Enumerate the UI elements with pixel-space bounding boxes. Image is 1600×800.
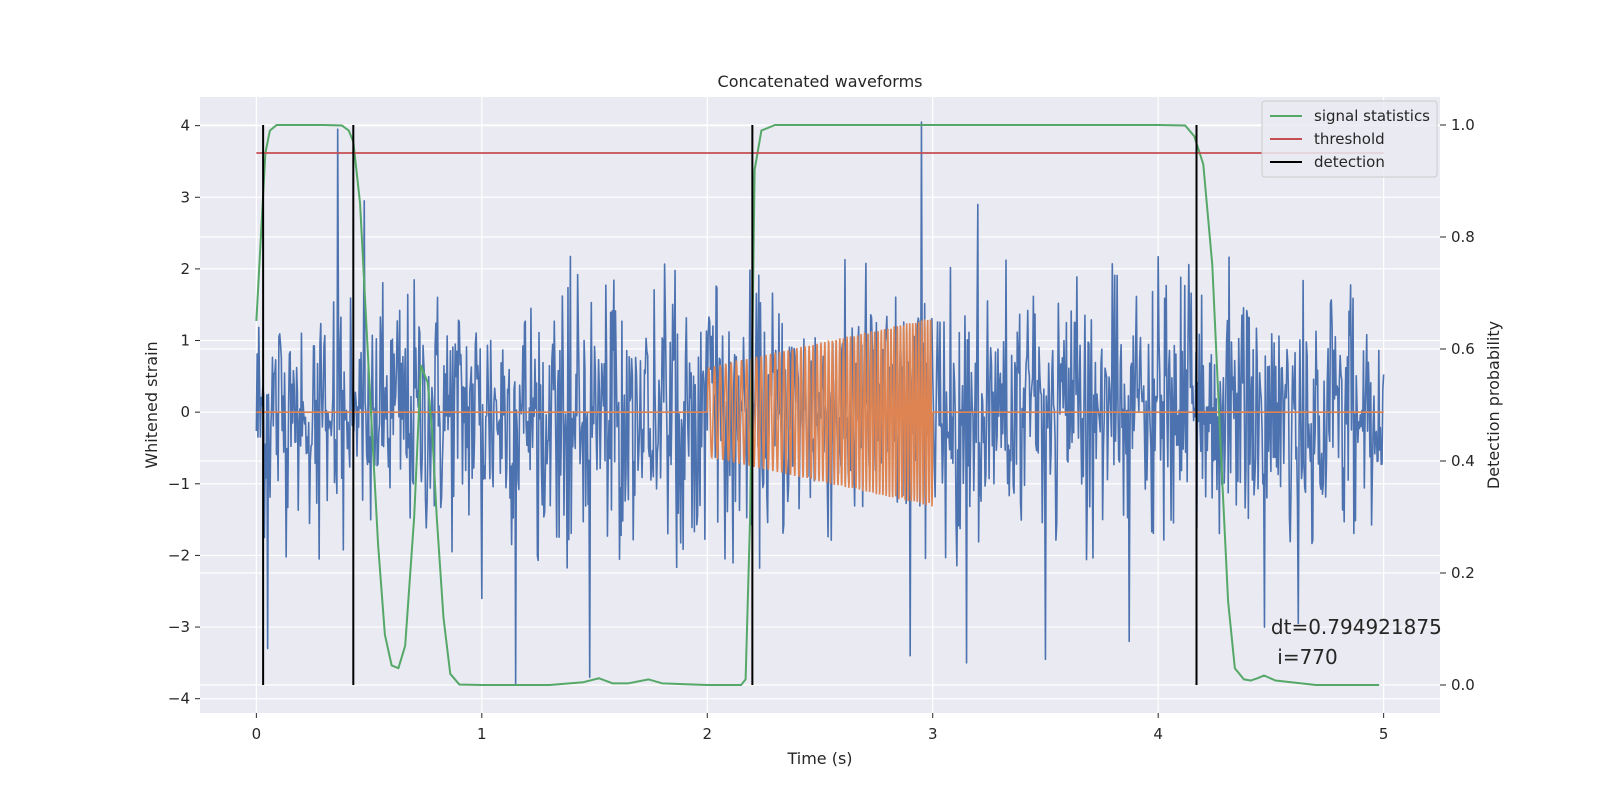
annotation-dt: dt=0.794921875 — [1271, 615, 1442, 639]
x-tick-label: 5 — [1379, 725, 1389, 743]
y2-tick-label: 0.8 — [1451, 228, 1475, 246]
legend-box — [1261, 100, 1438, 178]
y2-tick-label: 0.2 — [1451, 564, 1475, 582]
x-tick-label: 2 — [702, 725, 712, 743]
y-tick-label: −3 — [168, 618, 190, 636]
legend-label: detection — [1314, 153, 1385, 171]
data-layer — [255, 121, 1385, 686]
x-tick-label: 1 — [477, 725, 487, 743]
y-tick-label: 1 — [180, 332, 190, 350]
legend-label: signal statistics — [1314, 107, 1430, 125]
legend: signal statistics threshold detection — [1261, 100, 1438, 178]
axis-layer: 0 1 2 3 4 5 −4 −3 −2 −1 0 1 2 3 4 0.0 0.2 0.4 0.6 0.8 1.0 — [168, 116, 1475, 743]
y-tick-label: −4 — [168, 690, 190, 708]
injected-signal-line — [256, 319, 1384, 507]
y-tick-label: −1 — [168, 475, 190, 493]
y-axis-label: Whitened strain — [142, 341, 161, 468]
x-axis-label: Time (s) — [786, 749, 852, 768]
x-tick-label: 3 — [928, 725, 938, 743]
y2-tick-label: 1.0 — [1451, 116, 1475, 134]
chart-title: Concatenated waveforms — [718, 72, 923, 91]
y2-axis-label: Detection probability — [1484, 321, 1503, 489]
y2-tick-label: 0.6 — [1451, 340, 1475, 358]
y-tick-label: 2 — [180, 260, 190, 278]
y-tick-label: 3 — [180, 188, 190, 206]
y2-tick-label: 0.0 — [1451, 676, 1475, 694]
y-tick-label: 4 — [180, 117, 190, 135]
x-tick-label: 4 — [1153, 725, 1163, 743]
x-tick-label: 0 — [252, 725, 262, 743]
y-tick-label: 0 — [180, 403, 190, 421]
annotation-index: i=770 — [1271, 645, 1338, 669]
y2-tick-label: 0.4 — [1451, 452, 1475, 470]
signal-statistics-line — [255, 124, 1380, 686]
y-tick-label: −2 — [168, 546, 190, 564]
legend-label: threshold — [1314, 130, 1385, 148]
